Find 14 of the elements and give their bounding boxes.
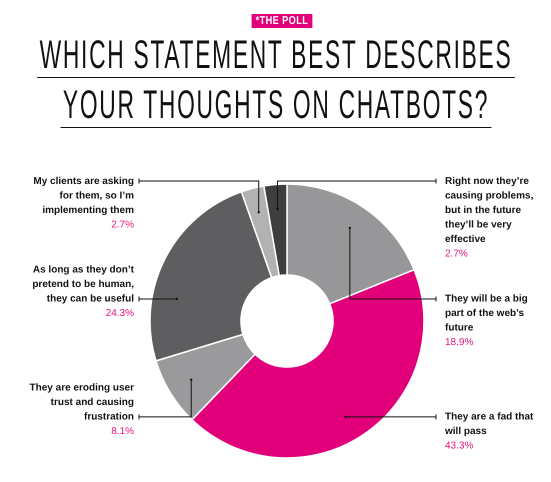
data-label: 2.7% bbox=[445, 248, 468, 260]
data-label: 24.3% bbox=[106, 308, 134, 320]
slice-label: They will be a big part of the web’s future bbox=[445, 294, 528, 334]
chart-title: WHICH STATEMENT BEST DESCRIBES YOUR THOUGHTS ON CHATBOTS? bbox=[36, 33, 514, 128]
text: *THE POLL bbox=[251, 14, 312, 28]
slice-label: My clients are asking for them, so I’m implementing them bbox=[33, 176, 134, 216]
data-label: 2.7% bbox=[111, 219, 134, 230]
slice-label: Right now they’re causing problems, but in the future they’ll be very effective bbox=[445, 176, 534, 245]
data-label: 8.1% bbox=[111, 426, 134, 438]
data-label: 43.3% bbox=[445, 440, 474, 452]
slice-label: They are a fad that will pass bbox=[444, 412, 534, 438]
slice-label: As long as they don’t pretend to be human, they can be useful bbox=[32, 264, 135, 305]
data-label: 18.9% bbox=[445, 337, 474, 348]
slice-label: They are eroding user trust and causing frustration bbox=[30, 382, 134, 423]
